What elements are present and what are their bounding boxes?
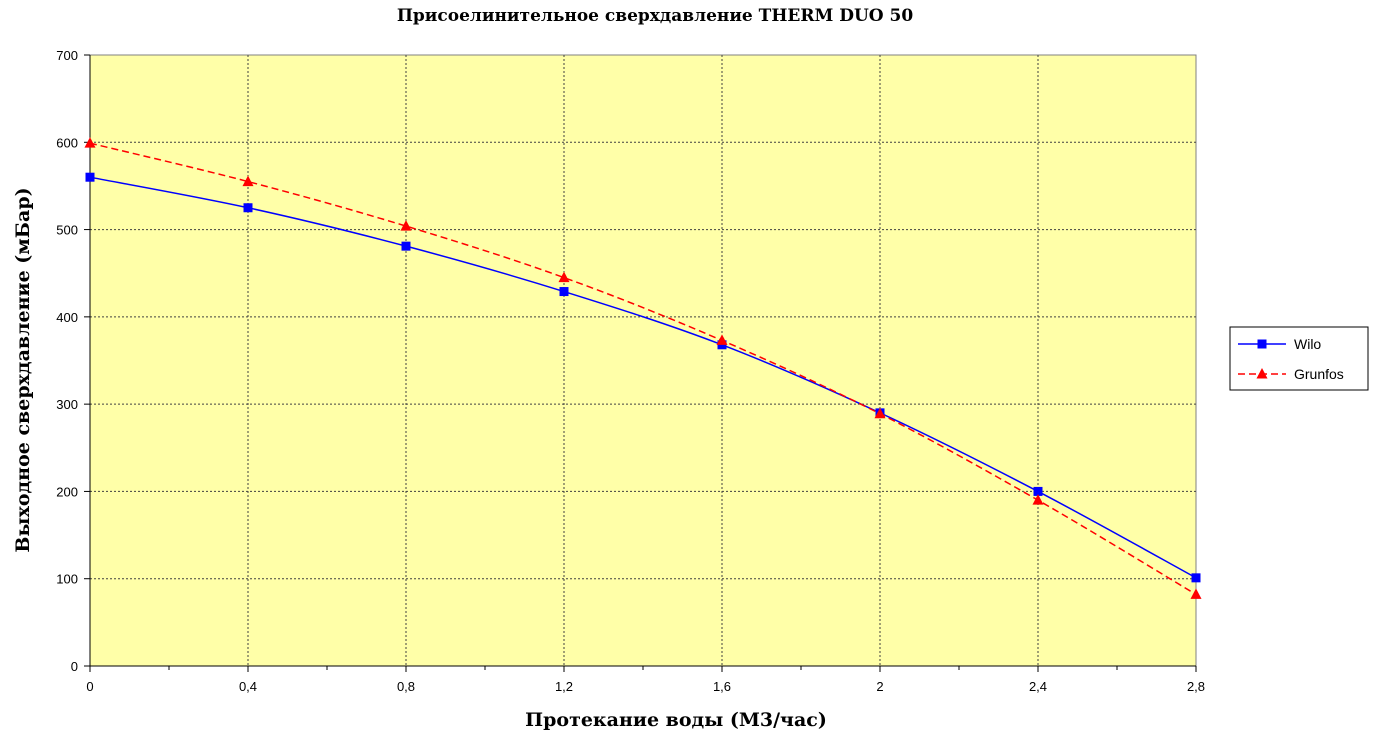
x-tick-label: 0,8: [397, 679, 415, 694]
y-tick-label: 400: [56, 310, 78, 325]
legend-marker-wilo: [1257, 339, 1267, 349]
series-line-wilo: [89, 176, 1197, 579]
y-tick-label: 0: [71, 659, 78, 674]
plot-area: [89, 54, 1197, 667]
legend-label-wilo: Wilo: [1294, 336, 1321, 352]
y-tick-label: 300: [56, 397, 78, 412]
x-tick-label: 0,4: [239, 679, 257, 694]
data-point-wilo: [85, 172, 95, 182]
data-point-grunfos: [1032, 494, 1044, 505]
data-point-grunfos: [400, 220, 412, 231]
legend-marker-grunfos: [1256, 368, 1268, 379]
y-tick-label: 200: [56, 484, 78, 499]
tick-labels: 0 0,4 0,8 1,2 1,6 2 2,4 2,8 0 100 200 300 400 500 600 7…: [56, 48, 1205, 694]
y-tick-label: 100: [56, 572, 78, 587]
x-tick-label: 0: [86, 679, 93, 694]
x-tick-label: 1,2: [555, 679, 573, 694]
legend-box: [1229, 326, 1369, 391]
x-tick-label: 2,4: [1029, 679, 1047, 694]
legend: Wilo Grunfos: [1229, 326, 1369, 391]
data-point-grunfos: [84, 137, 96, 148]
data-point-wilo: [1191, 573, 1201, 583]
data-point-wilo: [243, 203, 253, 213]
axes: [84, 54, 1197, 672]
data-point-wilo: [559, 287, 569, 297]
x-axis-title: Протекание воды (М3/час): [525, 709, 827, 731]
x-tick-label: 1,6: [713, 679, 731, 694]
data-point-wilo: [1033, 486, 1043, 496]
data-point-grunfos: [1190, 588, 1202, 599]
x-tick-label: 2,8: [1187, 679, 1205, 694]
data-point-grunfos: [558, 271, 570, 283]
x-tick-label: 2: [876, 679, 883, 694]
series-group: [84, 137, 1202, 599]
y-tick-label: 700: [56, 48, 78, 63]
y-tick-label: 600: [56, 135, 78, 150]
series-grunfos: [84, 137, 1202, 599]
chart-title: Присоелинительное сверхдавление THERM DU…: [396, 6, 914, 26]
data-point-wilo: [401, 241, 411, 251]
data-point-grunfos: [716, 334, 728, 345]
y-axis-title: Выходное сверхдавление (мБар): [12, 187, 34, 552]
data-point-grunfos: [874, 407, 886, 419]
y-tick-label: 500: [56, 223, 78, 238]
data-point-grunfos: [242, 175, 254, 187]
legend-label-grunfos: Grunfos: [1294, 366, 1344, 382]
series-line-grunfos: [89, 142, 1197, 596]
